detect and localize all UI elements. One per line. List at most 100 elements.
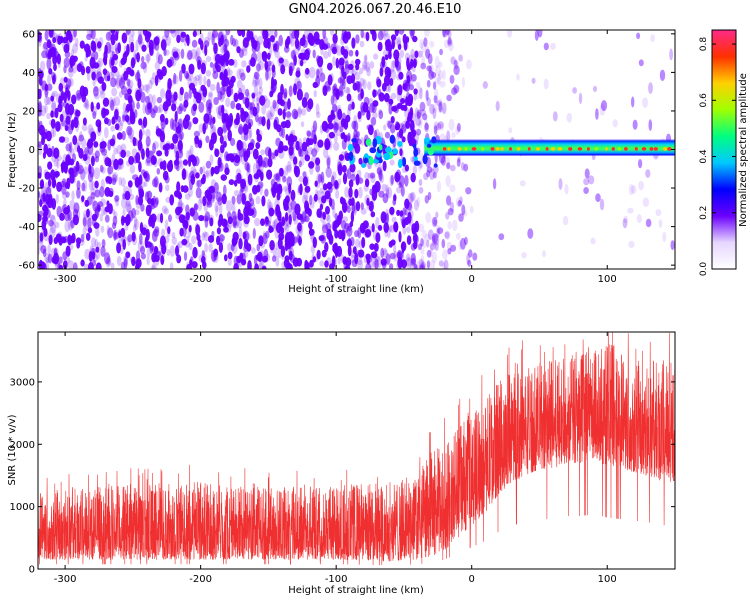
spectrogram-cell [281,216,286,226]
spectrogram-cell [43,96,50,106]
spectrogram-cell [55,261,61,269]
spectrogram-cell [238,123,244,136]
spectrogram-cell [443,30,449,35]
signal-peak-cell [568,147,573,151]
spectrogram-cell [82,153,88,162]
spectrogram-cell [466,59,472,70]
spectrogram-cell [385,213,389,224]
spectrogram-cell [401,121,408,132]
spectrogram-cell [390,92,397,100]
spectrogram-cell [50,222,57,234]
spectrogram-cell [90,101,94,113]
spectrogram-cell [315,157,321,166]
spectrogram-cell [269,240,275,251]
spectrogram-cell [145,241,152,248]
spectrogram-cell [49,214,55,221]
spectrogram-cell [296,80,302,91]
spectrogram-cell [277,108,283,116]
spectrogram-y-tick-label: -60 [19,261,35,272]
spectrogram-cell [289,254,296,263]
spectrogram-cell [304,92,309,100]
spectrogram-cell [420,62,427,70]
spectrogram-cell [267,30,274,38]
signal-band [424,138,675,157]
spectrogram-cell [124,50,129,58]
spectrogram-cell [135,263,140,269]
spectrogram-cell [372,184,377,192]
spectrogram-cell [109,50,114,60]
spectrogram-cell [415,264,419,269]
spectrogram-cell [542,250,546,258]
spectrogram-cell [149,44,154,56]
spectrogram-cell [94,156,100,163]
spectrogram-cell [218,213,224,223]
spectrogram-cell [138,143,142,154]
spectrogram-cell [115,47,120,55]
spectrogram-cell [127,234,133,243]
spectrogram-cell [276,192,281,201]
spectrogram-y-tick-label: 40 [22,68,35,79]
spectrogram-cell [299,183,303,196]
spectrogram-cell [427,191,432,201]
spectrogram-cell [312,40,317,48]
spectrogram-cell [75,89,82,101]
spectrogram-cell [439,80,446,88]
spectrogram-cell [53,247,59,257]
spectrogram-cell [422,113,428,121]
spectrogram-cell [140,253,146,260]
spectrogram-cell [261,103,267,115]
spectrogram-cell [159,88,166,99]
spectrogram-cell [315,163,321,173]
spectrogram-cell [404,164,409,172]
spectrogram-cell [282,198,289,209]
spectrogram-cell [388,103,393,115]
spectrogram-cell [131,256,136,267]
spectrogram-cell [273,219,278,228]
spectrogram-cell [332,105,338,112]
spectrogram-cell [141,181,146,188]
spectrogram-cell [227,69,233,77]
spectrogram-cell [364,54,368,62]
spectrogram-cell [91,30,96,40]
spectrogram-cell [372,111,378,119]
spectrogram-cell [368,258,375,269]
spectrogram-cell [425,48,431,59]
spectrogram-cell [426,65,432,72]
spectrogram-cell [389,98,394,106]
spectrogram-cell [251,79,258,88]
spectrogram-cell [62,192,68,200]
spectrogram-cell [300,214,304,223]
spectrogram-cell [312,120,318,133]
spectrogram-cell [330,95,335,106]
spectrogram-cell [331,46,337,55]
spectrogram-cell [198,215,205,222]
spectrogram-cell [342,172,348,185]
spectrogram-cell [115,198,119,207]
spectrogram-cell [389,174,394,187]
spectrogram-cell [87,170,94,183]
spectrogram-cell [85,50,89,58]
spectrogram-cell [192,211,199,221]
spectrogram-cell [612,119,618,128]
spectrogram-y-axis-label: Frequency (Hz) [7,112,18,188]
spectrogram-cell [116,74,123,87]
spectrogram-cell [185,261,190,269]
spectrogram-cell [273,218,280,230]
spectrogram-cell [397,36,402,48]
spectrogram-cell [371,195,376,205]
spectrogram-cell [115,31,119,42]
spectrogram-cell [417,86,423,93]
spectrogram-cell [322,183,328,191]
spectrogram-cell [208,102,212,114]
spectrogram-cell [88,210,93,221]
signal-onset-blob [397,140,403,147]
spectrogram-cell [123,70,129,81]
spectrogram-cell [259,95,266,106]
spectrogram-cell [105,257,112,268]
spectrogram-cell [247,260,252,269]
spectrogram-cell [334,181,340,190]
spectrogram-cell [595,193,601,203]
spectrogram-cell [273,173,280,181]
spectrogram-cell [300,48,306,57]
spectrogram-cell [219,149,223,158]
